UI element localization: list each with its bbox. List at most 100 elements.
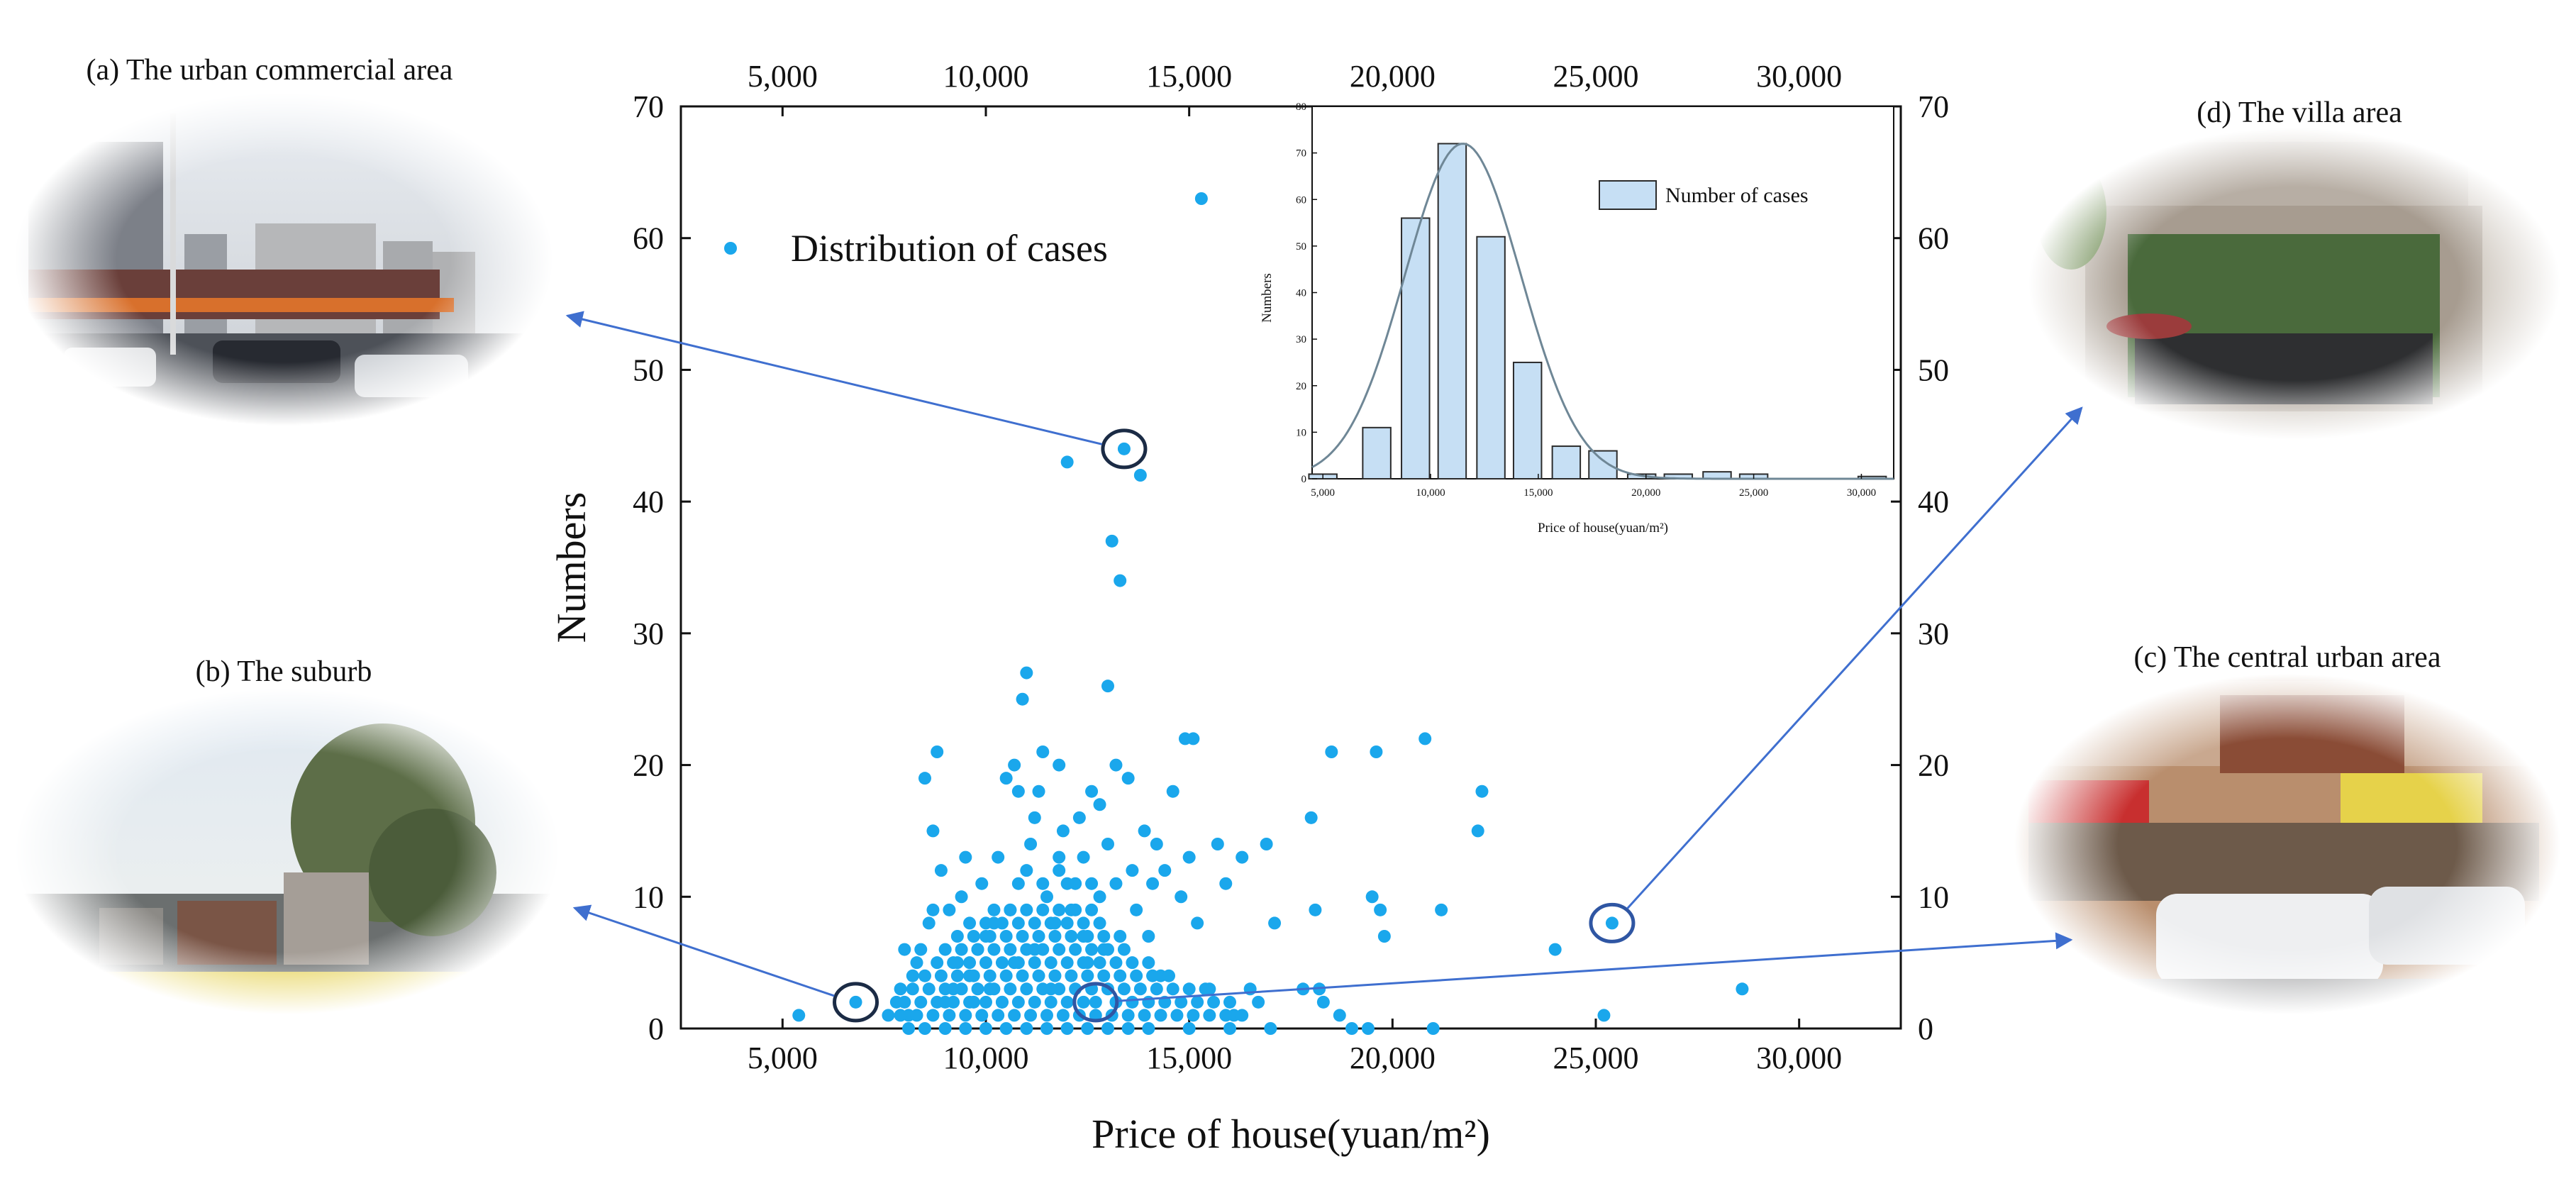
scatter-point — [1219, 1009, 1233, 1022]
scatter-point — [1085, 943, 1099, 956]
scatter-point — [1309, 903, 1322, 916]
scatter-point — [926, 1009, 940, 1022]
scatter-point — [1020, 943, 1033, 956]
scatter-point — [1191, 916, 1204, 930]
inset-y-axis-title: Numbers — [1260, 273, 1275, 323]
scatter-points — [792, 192, 1749, 1035]
scatter-point — [963, 916, 977, 930]
scatter-point — [947, 995, 960, 1009]
scatter-point — [987, 982, 1001, 996]
scatter-point — [1011, 916, 1025, 930]
scatter-point — [918, 969, 931, 982]
scatter-point — [1085, 903, 1099, 916]
scatter-point — [1114, 930, 1127, 943]
scatter-point — [1130, 903, 1143, 916]
scatter-point — [1182, 1022, 1196, 1035]
highlight-circle-a — [1101, 428, 1148, 470]
scatter-point — [1093, 956, 1106, 970]
highlight-circle-d — [1589, 902, 1636, 943]
y-tick-label-left: 20 — [633, 748, 664, 783]
histogram-bar — [1588, 450, 1618, 479]
scatter-point — [983, 969, 996, 982]
scatter-point — [1065, 969, 1078, 982]
scatter-point — [1036, 982, 1050, 996]
scatter-point — [1044, 916, 1057, 930]
scatter-point — [971, 943, 984, 956]
scatter-point — [1069, 943, 1082, 956]
inset-bars — [1308, 143, 1887, 479]
arrow-to-photo-c — [1118, 932, 2073, 1002]
histogram-bar — [1401, 217, 1431, 479]
scatter-point — [1736, 982, 1749, 996]
inset-y-tick-label: 50 — [1296, 241, 1306, 253]
scatter-point — [1093, 916, 1106, 930]
scatter-point — [1011, 956, 1025, 970]
scatter-point — [926, 903, 940, 916]
scatter-point — [1187, 1009, 1200, 1022]
photo-a-label: (a) The urban commercial area — [87, 54, 453, 87]
scatter-point — [1072, 811, 1086, 824]
scatter-point — [938, 1022, 952, 1035]
inset-x-tick-label: 5,000 — [1311, 487, 1335, 499]
scatter-point — [1016, 969, 1029, 982]
x-tick-label-top: 20,000 — [1350, 59, 1436, 94]
scatter-point — [1133, 469, 1147, 482]
scatter-point — [971, 982, 984, 996]
scatter-point — [1219, 877, 1233, 890]
scatter-point — [1142, 930, 1155, 943]
scatter-point — [1089, 1009, 1102, 1022]
scatter-point — [963, 995, 977, 1009]
scatter-point — [882, 1009, 895, 1022]
scatter-point — [1053, 982, 1066, 996]
scatter-point — [1203, 1009, 1216, 1022]
histogram-bar — [1362, 426, 1392, 479]
scatter-point — [1223, 1022, 1236, 1035]
inset-x-tick-label: 10,000 — [1416, 487, 1445, 499]
scatter-chart: 5,000 5,000 10,000 10,000 15,000 15,000 20,000… — [548, 59, 1949, 1157]
scatter-point — [902, 1022, 916, 1035]
scatter-point — [1345, 1022, 1358, 1035]
scatter-point — [987, 903, 1001, 916]
scatter-point — [792, 1009, 806, 1022]
scatter-point — [931, 995, 944, 1009]
scatter-point — [1150, 982, 1163, 996]
scatter-point — [1121, 772, 1135, 785]
scatter-point — [1101, 680, 1114, 693]
scatter-point — [1223, 995, 1236, 1009]
scatter-point — [1040, 1022, 1053, 1035]
scatter-point — [1142, 956, 1155, 970]
scatter-point — [992, 850, 1005, 864]
photo-d — [2028, 128, 2560, 440]
inset-y-tick-label: 10 — [1296, 427, 1306, 438]
inset-histogram: 5,000 10,000 15,000 20,000 25,000 30,000 0 10 20… — [1260, 101, 1894, 536]
inset-y-tick-label: 70 — [1296, 148, 1306, 160]
scatter-point — [1435, 903, 1448, 916]
y-tick-label-right: 10 — [1918, 880, 1949, 914]
scatter-point — [1028, 916, 1041, 930]
inset-x-tick-label: 25,000 — [1739, 487, 1768, 499]
scatter-point — [1069, 903, 1082, 916]
highlight-circle-b — [833, 982, 879, 1023]
scatter-point — [975, 1009, 989, 1022]
y-tick-label-left: 40 — [633, 484, 664, 519]
scatter-point — [898, 943, 911, 956]
scatter-point — [1065, 930, 1078, 943]
scatter-point — [1175, 995, 1188, 1009]
scatter-point — [1548, 943, 1562, 956]
scatter-point — [1377, 930, 1391, 943]
inset-y-tick-label: 60 — [1296, 194, 1306, 206]
scatter-point — [979, 995, 992, 1009]
histogram-bar — [1476, 235, 1506, 479]
scatter-point — [959, 1009, 972, 1022]
scatter-point — [1060, 455, 1074, 469]
scatter-point — [1374, 903, 1387, 916]
scatter-point — [1036, 877, 1050, 890]
scatter-point — [983, 930, 996, 943]
scatter-point — [1060, 877, 1074, 890]
y-tick-label-right: 30 — [1918, 616, 1949, 651]
scatter-point — [1365, 890, 1379, 904]
scatter-point — [1048, 930, 1062, 943]
scatter-point — [1114, 969, 1127, 982]
